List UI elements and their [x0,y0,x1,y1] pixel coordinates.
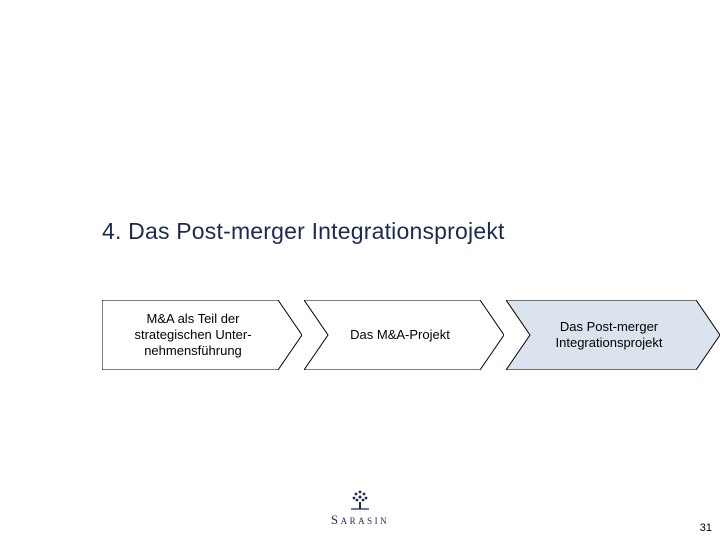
slide-title: 4. Das Post-merger Integrationsprojekt [102,218,505,245]
brand-name: Sarasin [331,512,389,528]
slide: 4. Das Post-merger Integrationsprojekt M… [0,0,720,540]
process-step-label: Das M&A-Projekt [304,300,504,370]
process-step-label: Das Post-merger Integrationsprojekt [506,300,720,370]
process-step-2: Das M&A-Projekt [304,300,504,370]
process-step-label: M&A als Teil der strategischen Unter-neh… [102,300,302,370]
page-number: 31 [700,522,712,534]
process-step-1: M&A als Teil der strategischen Unter-neh… [102,300,302,370]
process-flow: M&A als Teil der strategischen Unter-neh… [102,300,720,370]
brand-logo: Sarasin [0,489,720,528]
tree-icon [347,489,373,511]
process-step-3: Das Post-merger Integrationsprojekt [506,300,720,370]
